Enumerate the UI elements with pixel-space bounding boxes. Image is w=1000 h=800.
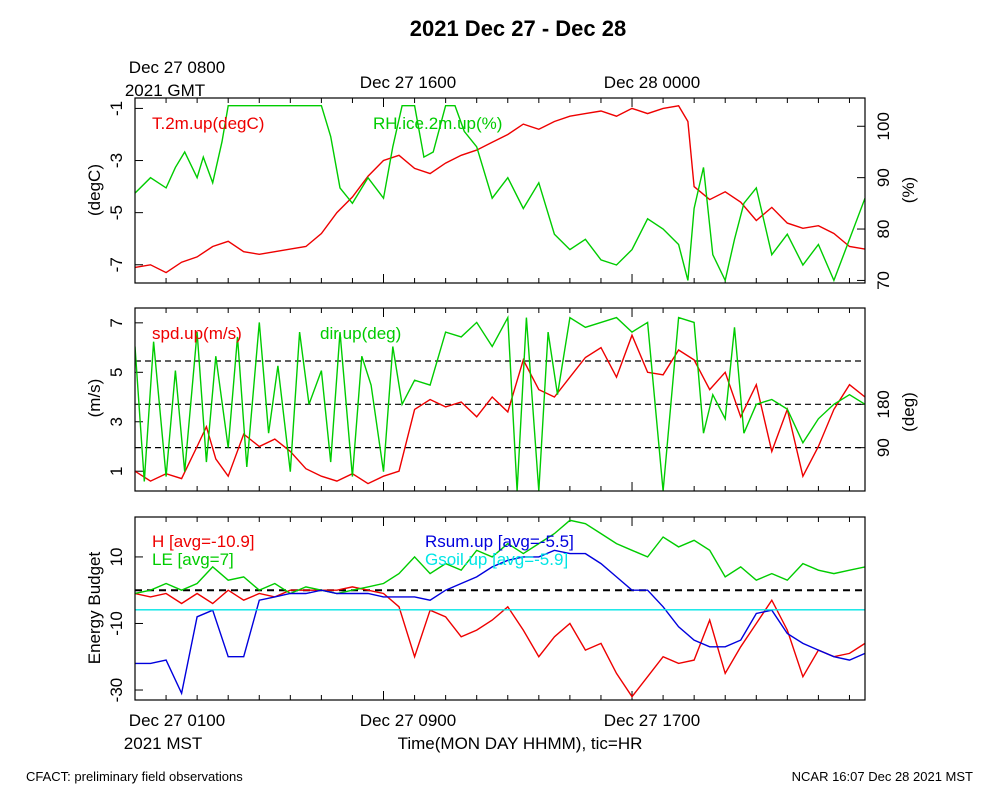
y-tick-label: 1 [107,466,126,475]
bottom-axis-label-3: Dec 27 1700 [604,711,700,730]
y-tick-label: -7 [107,257,126,272]
panel2-legend-spd: spd.up(m/s) [152,324,242,343]
y2-tick-label: 90 [874,168,893,187]
panel1-legend-rh: RH.ice.2m.up(%) [373,114,502,133]
y-tick-label: 10 [107,547,126,566]
y2-tick-label: 100 [874,112,893,140]
panel2-ylabel: (m/s) [85,379,104,418]
series-spd-up-m-s- [135,333,865,485]
panel-frame [134,516,866,701]
panel-temperature-humidity: -7 -5 -3 -1 70 80 90 100 [107,97,893,290]
series-h [135,586,865,698]
y2-tick-label: 80 [874,220,893,239]
chart-title: 2021 Dec 27 - Dec 28 [410,16,627,41]
y2-tick-label: 90 [874,438,893,457]
y-tick-label: -30 [107,678,126,703]
bottom-axis-label-1: Dec 27 0100 [129,711,225,730]
y-tick-label: -5 [107,205,126,220]
y-tick-label: 5 [107,368,126,377]
series-rh-ice-2m-up- [135,104,865,283]
y2-tick-label: 180 [874,390,893,418]
panels: -7 -5 -3 -1 70 80 90 100 1 3 5 7 90 180 -30 -10 10 [107,97,893,703]
panel1-y2label: (%) [899,177,918,203]
series-t-2m-up-degc- [135,105,865,274]
panel-energy-budget: -30 -10 10 [107,516,866,703]
bottom-axis-tz-label: 2021 MST [124,734,202,753]
y-tick-label: -10 [107,611,126,636]
panel3-legend-gsoil: Gsoil.up [avg=-5.9] [425,550,568,569]
top-axis-label-3: Dec 28 0000 [604,73,700,92]
series-dir-up-deg- [135,315,865,491]
panel-frame [134,97,866,284]
top-axis-label-2: Dec 27 1600 [360,73,456,92]
series-rsum-up [135,549,865,696]
panel2-legend-dir: dir.up(deg) [320,324,401,343]
panel3-ylabel: Energy Budget [85,551,104,664]
top-axis-label-1: Dec 27 0800 [129,58,225,77]
panel1-legend-t: T.2m.up(degC) [152,114,264,133]
y-tick-label: 3 [107,417,126,426]
panel3-legend-h: H [avg=-10.9] [152,532,255,551]
panel3-legend-rsum: Rsum.up [avg=-5.5] [425,532,574,551]
y2-tick-label: 70 [874,271,893,290]
y-tick-label: -1 [107,101,126,116]
x-axis-title: Time(MON DAY HHMM), tic=HR [398,734,643,753]
panel1-ylabel: (degC) [85,164,104,216]
footer-left: CFACT: preliminary field observations [26,769,243,784]
panel3-legend-le: LE [avg=7] [152,550,234,569]
panel-wind: 1 3 5 7 90 180 [107,307,893,492]
y-tick-label: -3 [107,153,126,168]
panel-frame [134,307,866,492]
y-tick-label: 7 [107,318,126,327]
top-axis-tz-label: 2021 GMT [125,81,205,100]
footer-right: NCAR 16:07 Dec 28 2021 MST [792,769,973,784]
bottom-axis-label-2: Dec 27 0900 [360,711,456,730]
series-le [135,519,865,595]
panel2-y2label: (deg) [899,392,918,432]
